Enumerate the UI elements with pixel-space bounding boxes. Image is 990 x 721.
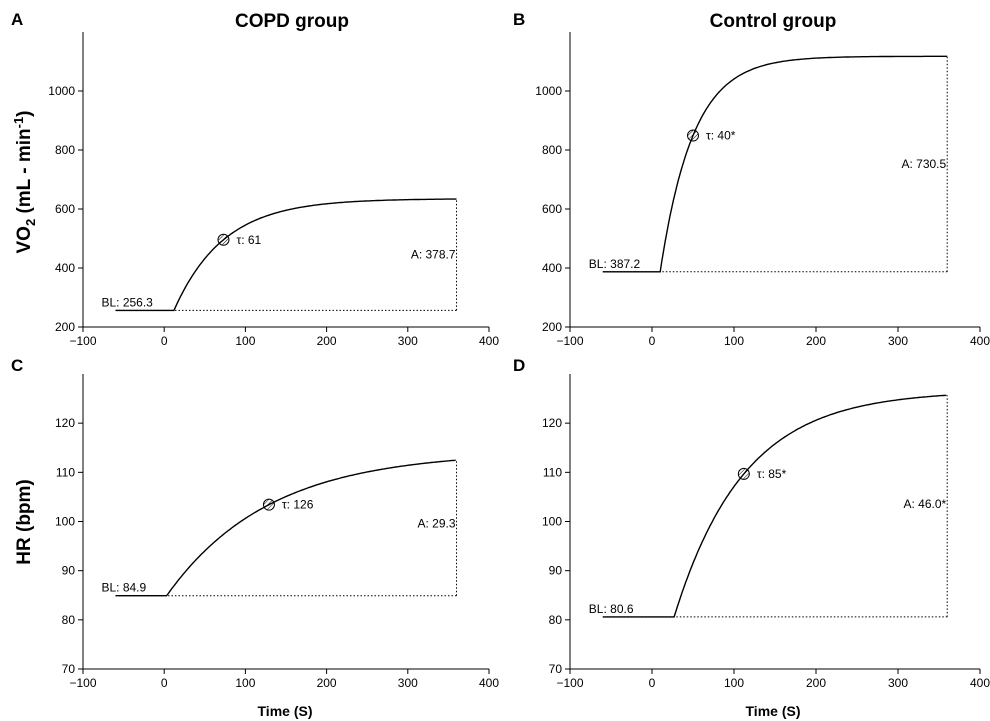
- x-tick-label: 200: [806, 676, 826, 690]
- x-tick-label: 200: [317, 676, 337, 690]
- time-axis-label-right: Time (S): [746, 703, 801, 719]
- panel-letter: B: [513, 10, 525, 29]
- tau-label: τ: 126: [282, 498, 314, 512]
- copd-group-title: COPD group: [235, 11, 349, 32]
- hr-axis-label: HR (bpm): [14, 479, 35, 564]
- panel-a-copd-vo2: A −100 0 100 200 300 400 200 400 600 800 1000 BL: 2…: [11, 10, 499, 348]
- x-tick-label: −100: [69, 334, 96, 348]
- baseline-label: BL: 84.9: [101, 581, 146, 595]
- x-tick-label: 100: [235, 676, 255, 690]
- y-tick-label: 100: [542, 515, 562, 529]
- baseline-label: BL: 256.3: [101, 295, 153, 309]
- y-tick-label: 90: [549, 564, 563, 578]
- x-tick-label: 100: [724, 334, 744, 348]
- x-tick-label: 100: [724, 676, 744, 690]
- y-tick-label: 100: [55, 515, 75, 529]
- y-tick-label: 400: [55, 261, 75, 275]
- x-tick-label: 300: [888, 676, 908, 690]
- x-tick-label: 0: [649, 334, 656, 348]
- response-curve: [602, 394, 947, 618]
- tau-label: τ: 61: [236, 233, 261, 247]
- baseline-label: BL: 80.6: [589, 602, 634, 616]
- y-tick-label: 120: [542, 416, 562, 430]
- x-tick-label: 100: [235, 334, 255, 348]
- x-tick-label: 300: [398, 334, 418, 348]
- x-tick-label: 200: [317, 334, 337, 348]
- panel-c-copd-hr: C −100 0 100 200 300 400 70 80 90 100 110 120 BL: 84…: [11, 356, 499, 690]
- x-tick-label: 200: [806, 334, 826, 348]
- y-tick-label: 200: [542, 320, 562, 334]
- y-tick-label: 200: [55, 320, 75, 334]
- tau-marker: [737, 467, 750, 480]
- y-tick-label: 110: [543, 465, 562, 479]
- x-tick-label: 400: [479, 334, 499, 348]
- y-tick-label: 600: [542, 202, 562, 216]
- tau-label: τ: 40*: [706, 129, 736, 143]
- x-tick-label: −100: [69, 676, 96, 690]
- y-tick-label: 1000: [48, 84, 75, 98]
- y-tick-label: 70: [549, 662, 563, 676]
- amplitude-label: A: 29.3: [417, 517, 455, 531]
- y-tick-label: 1000: [535, 84, 562, 98]
- x-tick-label: 400: [479, 676, 499, 690]
- y-tick-label: 110: [56, 465, 75, 479]
- amplitude-label: A: 46.0*: [903, 497, 946, 511]
- x-tick-label: 0: [161, 334, 168, 348]
- panel-letter: C: [11, 356, 23, 375]
- panel-d-control-hr: D −100 0 100 200 300 400 70 80 90 100 110 120 BL: 80…: [513, 356, 990, 690]
- y-tick-label: 70: [62, 662, 76, 676]
- x-tick-label: 0: [161, 676, 168, 690]
- y-tick-label: 120: [55, 416, 75, 430]
- tau-label: τ: 85*: [757, 467, 787, 481]
- panel-letter: D: [513, 356, 525, 375]
- vo2-axis-label: VO2 (mL - min-1): [11, 110, 38, 253]
- x-tick-label: 400: [970, 676, 990, 690]
- y-tick-label: 80: [549, 613, 563, 627]
- response-curve: [602, 55, 948, 273]
- amplitude-label: A: 730.5: [901, 157, 946, 171]
- x-tick-label: 400: [970, 334, 990, 348]
- time-axis-label-left: Time (S): [258, 703, 313, 719]
- y-tick-label: 800: [55, 143, 75, 157]
- response-curve: [115, 198, 457, 312]
- response-curve: [115, 459, 456, 597]
- tau-marker: [262, 498, 275, 511]
- y-tick-label: 600: [55, 202, 75, 216]
- panel-letter: A: [11, 10, 23, 29]
- tau-marker: [217, 233, 230, 246]
- y-tick-label: 400: [542, 261, 562, 275]
- x-tick-label: 300: [398, 676, 418, 690]
- tau-marker: [687, 129, 699, 142]
- panel-b-control-vo2: B −100 0 100 200 300 400 200 400 600 800 1000 BL: 3…: [513, 10, 990, 348]
- amplitude-label: A: 378.7: [411, 248, 456, 262]
- y-tick-label: 90: [62, 564, 76, 578]
- y-tick-label: 80: [62, 613, 76, 627]
- x-tick-label: −100: [556, 334, 583, 348]
- baseline-label: BL: 387.2: [589, 257, 641, 271]
- x-tick-label: 0: [649, 676, 656, 690]
- y-tick-label: 800: [542, 143, 562, 157]
- x-tick-label: −100: [556, 676, 583, 690]
- x-tick-label: 300: [888, 334, 908, 348]
- control-group-title: Control group: [710, 11, 837, 32]
